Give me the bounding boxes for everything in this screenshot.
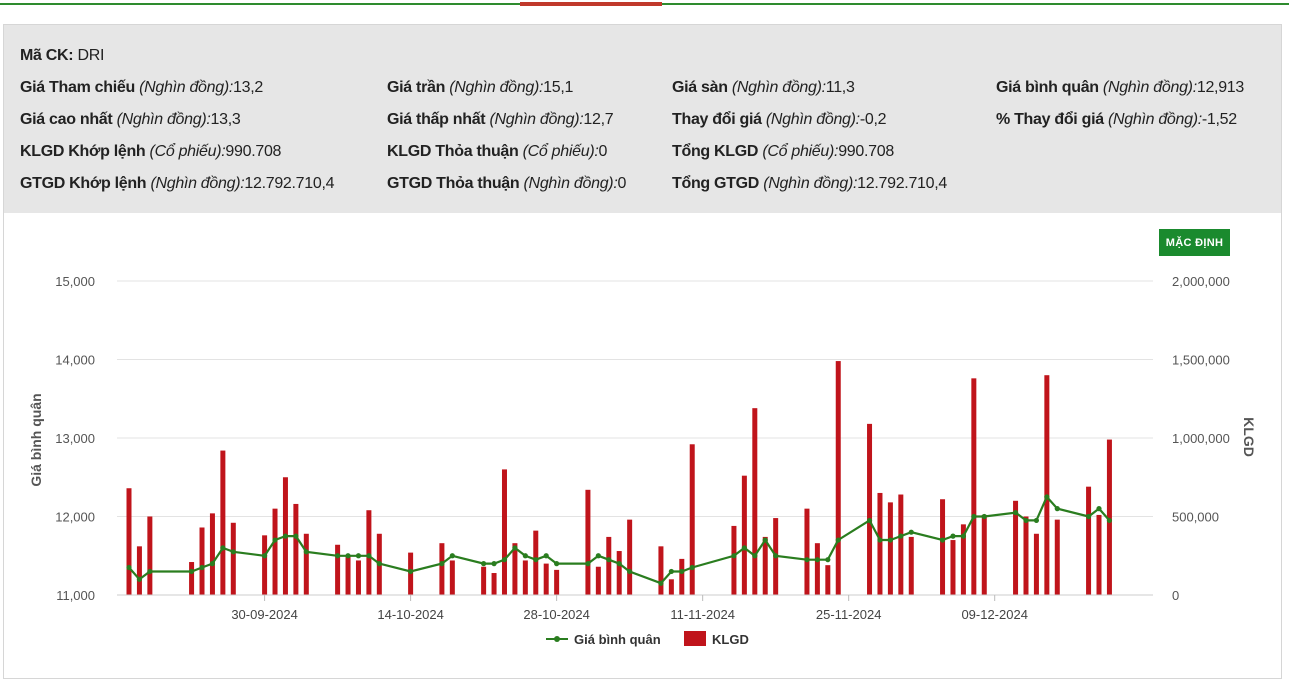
info-field: KLGD Khớp lệnh (Cổ phiếu):990.708 xyxy=(20,143,281,161)
field-label: Giá bình quân xyxy=(996,79,1103,96)
field-value: -0,2 xyxy=(859,111,887,128)
field-unit: (Nghìn đồng): xyxy=(1102,79,1197,96)
info-field: Giá sàn (Nghìn đồng):11,3 xyxy=(672,79,855,97)
info-field: Tổng KLGD (Cổ phiếu):990.708 xyxy=(672,143,894,161)
field-label: GTGD Thỏa thuận xyxy=(387,175,524,192)
field-unit: (Nghìn đồng): xyxy=(731,79,826,96)
field-value: 11,3 xyxy=(825,79,855,96)
symbol-row: Mã CK: DRI xyxy=(20,47,104,65)
info-field: % Thay đổi giá (Nghìn đồng):-1,52 xyxy=(996,111,1237,129)
field-unit: (Nghìn đồng): xyxy=(765,111,860,128)
field-label: GTGD Khớp lệnh xyxy=(20,175,151,192)
field-value: 990.708 xyxy=(838,143,894,160)
info-field: Giá thấp nhất (Nghìn đồng):12,7 xyxy=(387,111,614,129)
field-label: Thay đổi giá xyxy=(672,111,766,128)
info-field: Giá Tham chiếu (Nghìn đồng):13,2 xyxy=(20,79,263,97)
field-value: 12,7 xyxy=(583,111,614,128)
default-view-button[interactable]: MẶC ĐỊNH xyxy=(1159,229,1230,256)
info-field: Tổng GTGD (Nghìn đồng):12.792.710,4 xyxy=(672,175,947,193)
field-unit: (Nghìn đồng): xyxy=(116,111,211,128)
info-field: Giá trần (Nghìn đồng):15,1 xyxy=(387,79,573,97)
field-label: Giá thấp nhất xyxy=(387,111,490,128)
field-unit: (Cổ phiếu): xyxy=(522,143,599,160)
field-label: Giá sàn xyxy=(672,79,732,96)
field-unit: (Nghìn đồng): xyxy=(449,79,544,96)
field-value: -1,52 xyxy=(1201,111,1237,128)
field-label: Tổng KLGD xyxy=(672,143,763,160)
field-value: 13,2 xyxy=(233,79,263,96)
info-field: GTGD Khớp lệnh (Nghìn đồng):12.792.710,4 xyxy=(20,175,335,193)
symbol-value: DRI xyxy=(77,47,105,64)
field-unit: (Cổ phiếu): xyxy=(762,143,839,160)
field-label: Tổng GTGD xyxy=(672,175,764,192)
field-value: 0 xyxy=(617,175,627,192)
field-unit: (Nghìn đồng): xyxy=(763,175,858,192)
field-unit: (Nghìn đồng): xyxy=(1107,111,1202,128)
info-field: Thay đổi giá (Nghìn đồng):-0,2 xyxy=(672,111,887,129)
stock-info-box: Mã CK: DRI Giá Tham chiếu (Nghìn đồng):1… xyxy=(4,25,1281,213)
field-value: 12,913 xyxy=(1196,79,1244,96)
field-unit: (Nghìn đồng): xyxy=(139,79,234,96)
info-field: Giá bình quân (Nghìn đồng):12,913 xyxy=(996,79,1244,97)
field-label: Giá trần xyxy=(387,79,450,96)
symbol-label: Mã CK: xyxy=(20,47,74,64)
field-label: Giá Tham chiếu xyxy=(20,79,140,96)
info-field: KLGD Thỏa thuận (Cổ phiếu):0 xyxy=(387,143,607,161)
field-value: 13,3 xyxy=(210,111,241,128)
info-field: GTGD Thỏa thuận (Nghìn đồng):0 xyxy=(387,175,626,193)
field-unit: (Nghìn đồng): xyxy=(523,175,618,192)
stock-panel: Mã CK: DRI Giá Tham chiếu (Nghìn đồng):1… xyxy=(3,24,1282,679)
field-value: 0 xyxy=(598,143,608,160)
field-value: 12.792.710,4 xyxy=(857,175,947,192)
field-unit: (Nghìn đồng): xyxy=(150,175,245,192)
field-label: KLGD Khớp lệnh xyxy=(20,143,150,160)
info-field: Giá cao nhất (Nghìn đồng):13,3 xyxy=(20,111,241,129)
field-value: 990.708 xyxy=(225,143,282,160)
field-label: KLGD Thỏa thuận xyxy=(387,143,523,160)
field-unit: (Cổ phiếu): xyxy=(149,143,226,160)
field-value: 12.792.710,4 xyxy=(244,175,335,192)
active-tab-indicator xyxy=(520,2,662,6)
field-unit: (Nghìn đồng): xyxy=(489,111,584,128)
field-label: Giá cao nhất xyxy=(20,111,117,128)
field-label: % Thay đổi giá xyxy=(996,111,1108,128)
field-value: 15,1 xyxy=(543,79,574,96)
